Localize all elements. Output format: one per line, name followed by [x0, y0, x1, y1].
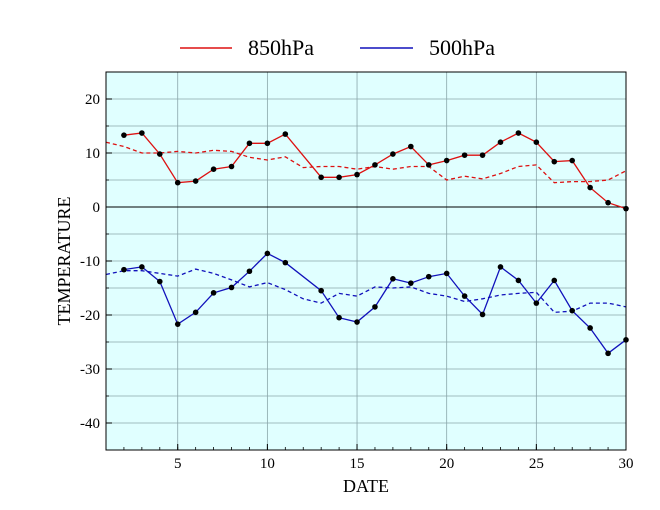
data-point-850hpa [139, 130, 145, 136]
series-line-850hpa [123, 132, 627, 210]
y-tick-label: -10 [80, 254, 100, 270]
data-point-850hpa [497, 139, 504, 145]
legend-label-850hpa: 850hPa [248, 35, 314, 60]
data-point-850hpa [515, 130, 522, 136]
y-tick-label: 20 [85, 92, 100, 108]
x-tick-label: 25 [529, 456, 544, 472]
data-point-500hpa [318, 287, 324, 294]
y-axis-title: TEMPERATURE [54, 196, 74, 325]
x-tick-label: 15 [350, 456, 365, 472]
data-point-500hpa [569, 307, 576, 314]
data-point-850hpa [372, 162, 378, 168]
data-point-850hpa [408, 143, 414, 150]
data-point-850hpa [587, 184, 593, 191]
data-point-500hpa [425, 273, 432, 280]
data-point-850hpa [551, 158, 558, 165]
data-point-850hpa [174, 179, 181, 186]
data-point-850hpa [156, 151, 163, 157]
data-point-500hpa [354, 319, 360, 325]
data-point-500hpa [156, 278, 163, 285]
data-point-850hpa [479, 152, 486, 158]
y-tick-label: -20 [80, 308, 100, 324]
data-point-500hpa [461, 293, 468, 299]
data-point-500hpa [139, 264, 145, 270]
data-point-500hpa [121, 266, 127, 273]
data-point-850hpa [390, 151, 396, 157]
data-point-500hpa [246, 268, 253, 275]
data-point-500hpa [497, 264, 504, 270]
data-point-500hpa [587, 325, 593, 331]
data-point-850hpa [192, 178, 199, 184]
data-point-500hpa [264, 250, 271, 257]
data-point-500hpa [228, 284, 235, 291]
data-point-500hpa [515, 277, 522, 284]
y-tick-label: 0 [93, 200, 101, 216]
legend-label-500hpa: 500hPa [429, 35, 495, 60]
data-point-500hpa [390, 276, 396, 282]
x-axis-title: DATE [343, 476, 389, 496]
y-tick-label: -40 [80, 416, 100, 432]
x-tick-label: 10 [260, 456, 275, 472]
data-point-850hpa [264, 140, 271, 147]
data-point-850hpa [246, 140, 253, 147]
data-point-850hpa [569, 157, 576, 164]
data-point-850hpa [121, 132, 127, 138]
data-point-850hpa [228, 163, 235, 170]
data-point-500hpa [282, 259, 289, 266]
data-point-500hpa [336, 314, 342, 321]
series-layer [105, 130, 629, 357]
y-tick-label: -30 [80, 362, 100, 378]
data-point-500hpa [372, 304, 378, 310]
data-point-500hpa [174, 321, 181, 327]
data-point-500hpa [408, 280, 414, 286]
data-point-500hpa [533, 300, 540, 306]
data-point-500hpa [605, 350, 611, 357]
data-point-850hpa [336, 174, 342, 181]
data-point-850hpa [443, 157, 450, 164]
data-point-500hpa [551, 277, 558, 284]
series-line-500hpa [123, 252, 627, 355]
data-point-500hpa [443, 270, 450, 277]
data-point-500hpa [479, 311, 486, 318]
legend: 850hPa 500hPa [180, 35, 495, 60]
data-point-500hpa [192, 309, 199, 316]
ticks [105, 71, 627, 451]
x-tick-label: 20 [439, 456, 454, 472]
series-line-series-2 [105, 141, 627, 184]
data-point-850hpa [533, 139, 540, 145]
data-point-500hpa [210, 290, 217, 296]
series-line-series-3 [105, 268, 627, 313]
data-point-850hpa [605, 199, 611, 206]
y-tick-label: 10 [85, 146, 100, 162]
x-tick-label: 5 [174, 456, 182, 472]
data-point-850hpa [461, 152, 468, 158]
data-point-850hpa [354, 171, 360, 178]
data-point-850hpa [210, 166, 217, 172]
data-point-850hpa [282, 131, 289, 137]
data-point-850hpa [318, 174, 324, 181]
data-point-850hpa [425, 162, 432, 168]
x-tick-label: 30 [619, 456, 634, 472]
tick-labels: 5 10 15 20 25 30 20 10 0 -10 -20 -30 -40 [80, 92, 634, 472]
